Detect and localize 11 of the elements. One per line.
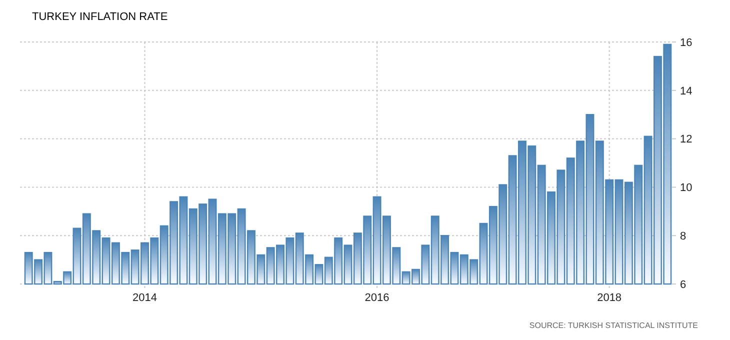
y-tick-label: 12 [680,134,692,146]
y-tick-label: 14 [680,85,692,98]
x-tick-label: 2014 [132,292,157,304]
y-tick-label: 6 [680,278,686,291]
x-tick-label: 2018 [597,292,622,304]
x-tick-label: 2016 [364,292,390,304]
y-tick-label: 16 [680,36,692,49]
y-tick-label: 8 [680,230,686,242]
chart-title: TURKEY INFLATION RATE [32,11,168,23]
y-tick-label: 10 [680,182,692,194]
source-note: SOURCE: TURKISH STATISTICAL INSTITUTE [529,321,698,330]
